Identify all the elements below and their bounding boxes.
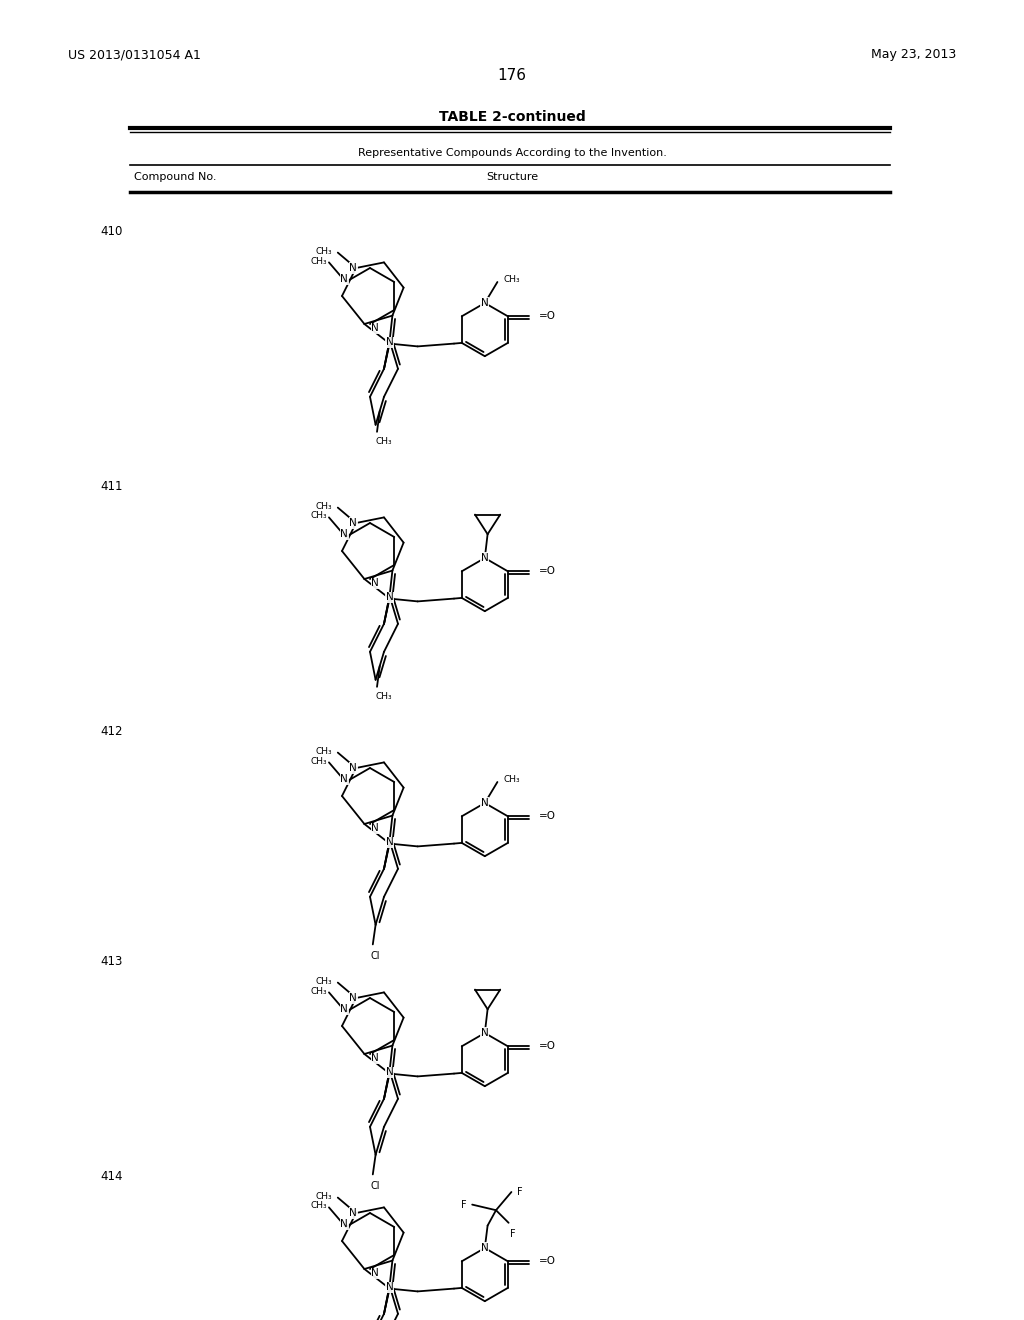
Text: N: N: [371, 824, 379, 833]
Text: N: N: [386, 337, 393, 347]
Text: N: N: [340, 1005, 348, 1014]
Text: CH₃: CH₃: [376, 437, 392, 446]
Text: N: N: [340, 775, 348, 784]
Text: Cl: Cl: [371, 1180, 380, 1191]
Text: 413: 413: [100, 954, 123, 968]
Text: CH₃: CH₃: [311, 986, 328, 995]
Text: CH₃: CH₃: [376, 692, 392, 701]
Text: =O: =O: [539, 812, 556, 821]
Text: N: N: [371, 578, 379, 589]
Text: Structure: Structure: [486, 172, 538, 182]
Text: =O: =O: [539, 312, 556, 321]
Text: N: N: [349, 993, 357, 1003]
Text: Compound No.: Compound No.: [134, 172, 216, 182]
Text: N: N: [481, 553, 488, 564]
Text: F: F: [510, 1229, 516, 1239]
Text: CH₃: CH₃: [503, 775, 520, 784]
Text: N: N: [371, 1053, 379, 1063]
Text: N: N: [481, 1028, 488, 1038]
Text: CH₃: CH₃: [315, 747, 332, 755]
Text: N: N: [386, 837, 393, 847]
Text: N: N: [371, 1269, 379, 1278]
Text: TABLE 2-continued: TABLE 2-continued: [438, 110, 586, 124]
Text: CH₃: CH₃: [315, 502, 332, 511]
Text: =O: =O: [539, 566, 556, 577]
Text: N: N: [481, 799, 488, 808]
Text: F: F: [461, 1200, 467, 1209]
Text: Representative Compounds According to the Invention.: Representative Compounds According to th…: [357, 148, 667, 158]
Text: =O: =O: [539, 1041, 556, 1051]
Text: CH₃: CH₃: [311, 756, 328, 766]
Text: 410: 410: [100, 224, 123, 238]
Text: CH₃: CH₃: [311, 256, 328, 265]
Text: 411: 411: [100, 480, 123, 492]
Text: May 23, 2013: May 23, 2013: [870, 48, 956, 61]
Text: CH₃: CH₃: [311, 1201, 328, 1210]
Text: CH₃: CH₃: [315, 1192, 332, 1201]
Text: CH₃: CH₃: [315, 247, 332, 256]
Text: Cl: Cl: [371, 950, 380, 961]
Text: N: N: [386, 1067, 393, 1077]
Text: N: N: [386, 593, 393, 602]
Text: 176: 176: [498, 69, 526, 83]
Text: =O: =O: [539, 1257, 556, 1266]
Text: CH₃: CH₃: [315, 977, 332, 986]
Text: N: N: [371, 323, 379, 333]
Text: N: N: [349, 517, 357, 528]
Text: CH₃: CH₃: [503, 275, 520, 284]
Text: N: N: [481, 1243, 488, 1253]
Text: N: N: [481, 298, 488, 308]
Text: N: N: [386, 1282, 393, 1292]
Text: N: N: [340, 529, 348, 539]
Text: F: F: [517, 1187, 522, 1197]
Text: 412: 412: [100, 725, 123, 738]
Text: CH₃: CH₃: [311, 511, 328, 520]
Text: N: N: [340, 1220, 348, 1229]
Text: N: N: [349, 763, 357, 774]
Text: N: N: [340, 275, 348, 284]
Text: N: N: [349, 263, 357, 273]
Text: 414: 414: [100, 1170, 123, 1183]
Text: N: N: [349, 1208, 357, 1218]
Text: US 2013/0131054 A1: US 2013/0131054 A1: [68, 48, 201, 61]
